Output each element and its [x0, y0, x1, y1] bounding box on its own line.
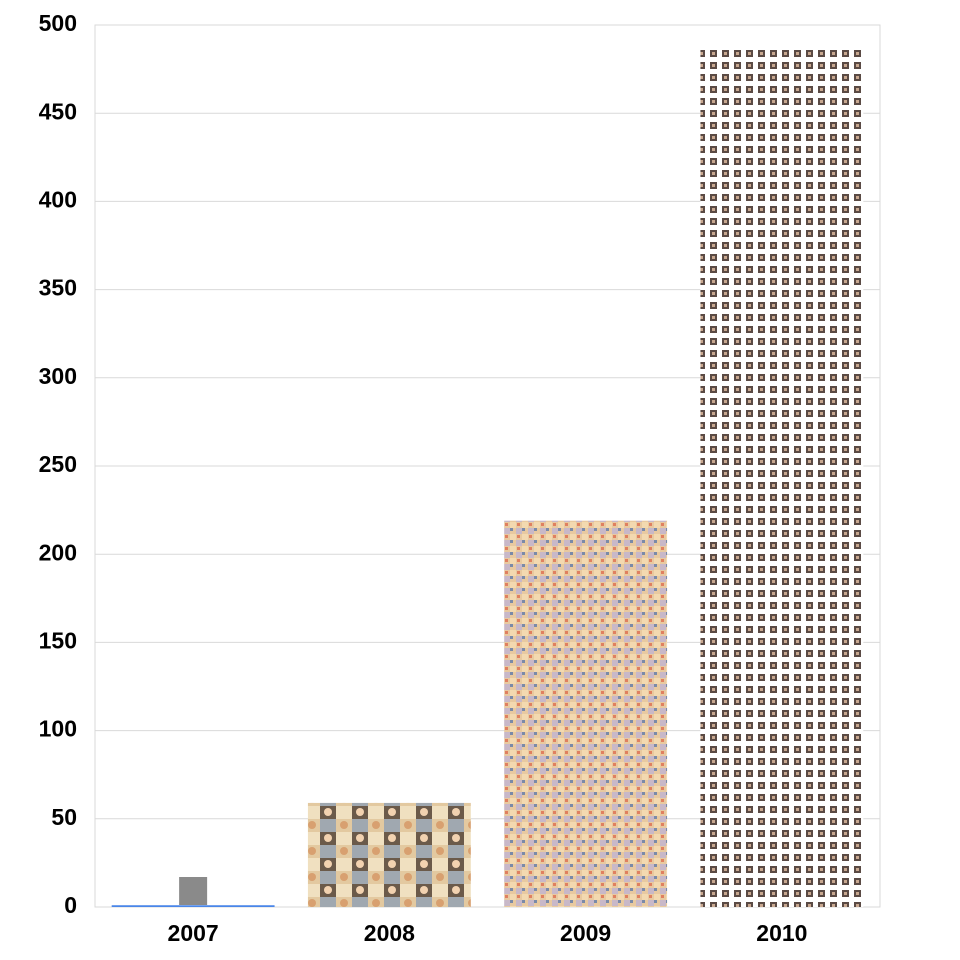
x-tick-label: 2010 — [756, 920, 807, 946]
y-tick-label: 100 — [39, 716, 77, 742]
bar — [111, 905, 275, 907]
y-tick-label: 200 — [39, 539, 77, 565]
bar — [307, 802, 471, 907]
y-tick-label: 300 — [39, 363, 77, 389]
bar — [700, 46, 864, 908]
y-tick-label: 0 — [64, 892, 77, 918]
x-tick-label: 2008 — [364, 920, 415, 946]
y-tick-label: 500 — [39, 10, 77, 36]
bar — [504, 520, 668, 907]
y-tick-label: 350 — [39, 275, 77, 301]
y-tick-label: 250 — [39, 451, 77, 477]
x-tick-label: 2009 — [560, 920, 611, 946]
y-tick-label: 400 — [39, 186, 77, 212]
y-tick-label: 450 — [39, 98, 77, 124]
avatar-decoration — [179, 877, 208, 905]
y-tick-label: 150 — [39, 627, 77, 653]
x-tick-label: 2007 — [168, 920, 219, 946]
y-tick-label: 50 — [51, 804, 77, 830]
